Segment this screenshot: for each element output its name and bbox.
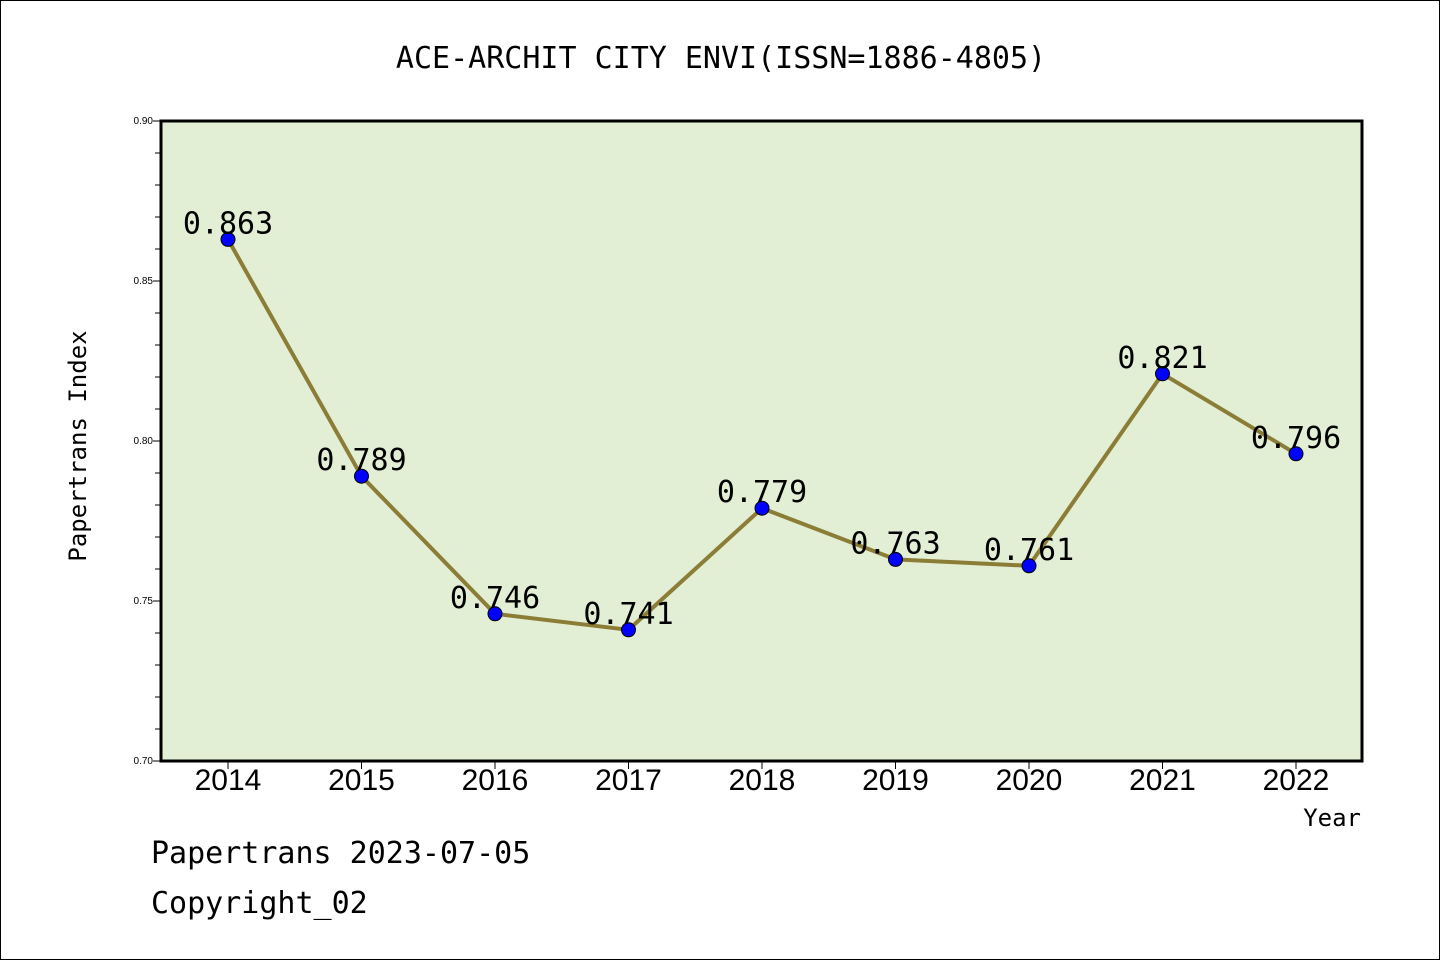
data-point	[354, 468, 369, 484]
x-tick-label: 2019	[862, 764, 929, 797]
data-points	[220, 231, 1304, 638]
data-point	[1155, 366, 1170, 382]
data-label: 0.763	[850, 526, 940, 561]
data-label: 0.779	[717, 475, 807, 510]
x-tick-label: 2021	[1129, 764, 1196, 797]
data-point	[220, 231, 236, 247]
data-label: 0.821	[1117, 341, 1207, 376]
x-tick-label: 2020	[996, 764, 1063, 797]
x-axis-label: Year	[1303, 804, 1361, 832]
data-label: 0.796	[1251, 421, 1341, 456]
y-tick-label: 0.75	[134, 596, 154, 607]
data-label: 0.741	[583, 597, 673, 632]
x-axis: 2014 2015 2016 2017 2018 2019 2020 2021 2022	[195, 761, 1330, 797]
y-tick-label: 0.80	[134, 436, 154, 447]
x-tick-label: 2014	[195, 764, 262, 797]
y-axis: 0.70 0.75 0.80 0.85 0.90	[134, 116, 161, 767]
data-point	[621, 622, 636, 638]
y-axis-label: Papertrans Index	[64, 330, 92, 561]
plot-area	[159, 119, 1364, 763]
data-label: 0.746	[450, 581, 540, 616]
x-tick-label: 2018	[729, 764, 796, 797]
data-point	[487, 606, 503, 622]
chart-title: ACE-ARCHIT CITY ENVI(ISSN=1886-4805)	[396, 41, 1046, 76]
y-tick-label: 0.85	[134, 276, 154, 287]
y-tick-label: 0.90	[134, 116, 154, 127]
x-tick-label: 2016	[462, 764, 529, 797]
x-tick-label: 2015	[328, 764, 395, 797]
x-tick-label: 2017	[595, 764, 662, 797]
data-point	[1021, 558, 1037, 574]
data-label: 0.863	[183, 206, 273, 241]
data-point	[888, 551, 903, 567]
footer-source-text: Papertrans 2023-07-05	[151, 836, 531, 871]
data-label: 0.789	[316, 443, 406, 478]
data-labels: 0.863 0.789 0.746 0.741 0.779 0.763 0.761 0.821…	[183, 206, 1341, 631]
data-label: 0.761	[984, 533, 1074, 568]
y-tick-label: 0.70	[134, 756, 154, 767]
data-point	[754, 500, 770, 516]
data-point	[1288, 446, 1304, 462]
x-tick-label: 2022	[1263, 764, 1330, 797]
footer-copyright-text: Copyright_02	[151, 886, 368, 921]
